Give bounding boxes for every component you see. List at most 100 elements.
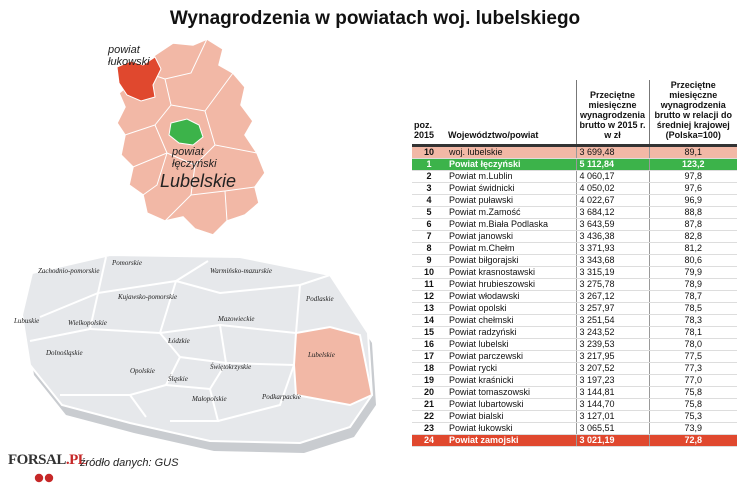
table-row: 15 Powiat radzyński 3 243,52 78,1 bbox=[412, 326, 737, 339]
cell-value: 3 267,12 bbox=[575, 290, 649, 303]
cell-name: Powiat m.Zamość bbox=[446, 206, 576, 219]
region-label-poland: Dolnośląskie bbox=[46, 349, 83, 357]
cell-value: 3 643,59 bbox=[575, 218, 649, 231]
cell-relative: 78,5 bbox=[648, 302, 737, 315]
cell-rank: 24 bbox=[412, 434, 446, 447]
table-row: 13 Powiat opolski 3 257,97 78,5 bbox=[412, 302, 737, 315]
table-row: 22 Powiat bialski 3 127,01 75,3 bbox=[412, 410, 737, 423]
cell-relative: 78,0 bbox=[648, 338, 737, 351]
table-row: 11 Powiat hrubieszowski 3 275,78 78,9 bbox=[412, 278, 737, 291]
table-row: 23 Powiat łukowski 3 065,51 73,9 bbox=[412, 422, 737, 435]
cell-rank: 13 bbox=[412, 302, 446, 315]
cell-value: 3 315,19 bbox=[575, 266, 649, 279]
cell-value: 3 239,53 bbox=[575, 338, 649, 351]
cell-value: 3 144,81 bbox=[575, 386, 649, 399]
table-row: 6 Powiat m.Biała Podlaska 3 643,59 87,8 bbox=[412, 218, 737, 231]
cell-relative: 123,2 bbox=[648, 158, 737, 171]
cell-name: Powiat m.Lublin bbox=[446, 170, 576, 183]
cell-relative: 80,6 bbox=[648, 254, 737, 267]
cell-value: 3 371,93 bbox=[575, 242, 649, 255]
table-row: 21 Powiat lubartowski 3 144,70 75,8 bbox=[412, 398, 737, 411]
cell-value: 3 065,51 bbox=[575, 422, 649, 435]
cell-name: Powiat m.Chełm bbox=[446, 242, 576, 255]
region-label-poland: Podlaskie bbox=[306, 295, 334, 303]
cell-name: Powiat lubartowski bbox=[446, 398, 576, 411]
wage-table: poz. 2015 Województwo/powiat Przeciętne … bbox=[412, 80, 737, 447]
cell-relative: 89,1 bbox=[648, 145, 737, 159]
cell-value: 3 251,54 bbox=[575, 314, 649, 327]
cell-rank: 21 bbox=[412, 398, 446, 411]
cell-rank: 20 bbox=[412, 386, 446, 399]
cell-value: 3 127,01 bbox=[575, 410, 649, 423]
cell-relative: 97,8 bbox=[648, 170, 737, 183]
cell-value: 4 022,67 bbox=[575, 194, 649, 207]
cell-value: 3 207,52 bbox=[575, 362, 649, 375]
table-row: 17 Powiat parczewski 3 217,95 77,5 bbox=[412, 350, 737, 363]
region-label-poland: Świętokrzyskie bbox=[210, 363, 252, 371]
cell-rank: 17 bbox=[412, 350, 446, 363]
cell-rank: 12 bbox=[412, 290, 446, 303]
region-label: Lubelskie bbox=[160, 171, 237, 191]
table-row: 19 Powiat kraśnicki 3 197,23 77,0 bbox=[412, 374, 737, 387]
cell-relative: 78,3 bbox=[648, 314, 737, 327]
cell-rank: 1 bbox=[412, 158, 446, 171]
region-label-poland: Lubuskie bbox=[14, 317, 40, 325]
lubelskie-highlight-shape bbox=[292, 325, 374, 407]
table-row: 2 Powiat m.Lublin 4 060,17 97,8 bbox=[412, 170, 737, 183]
region-label-poland: Lubelskie bbox=[308, 351, 335, 359]
callout-leczynski: powiat łęczyński bbox=[172, 146, 217, 170]
cell-name: Powiat hrubieszowski bbox=[446, 278, 576, 291]
cell-rank: 23 bbox=[412, 422, 446, 435]
lubelskie-map bbox=[95, 35, 295, 240]
callout-leczynski-line1: powiat bbox=[172, 146, 204, 158]
cell-name: Powiat tomaszowski bbox=[446, 386, 576, 399]
source-note: źródło danych: GUS bbox=[80, 457, 179, 469]
callout-lukowski-line2: łukowski bbox=[108, 56, 150, 68]
cell-value: 3 257,97 bbox=[575, 302, 649, 315]
cell-name: Powiat zamojski bbox=[446, 434, 576, 447]
region-label-poland: Śląskie bbox=[168, 375, 188, 383]
region-label-poland: Pomorskie bbox=[112, 259, 142, 267]
region-label-poland: Opolskie bbox=[130, 367, 155, 375]
region-label-poland: Wielkopolskie bbox=[68, 319, 107, 327]
region-label-poland: Mazowieckie bbox=[218, 315, 255, 323]
cell-rank: 10 bbox=[412, 145, 446, 159]
region-label-poland: Małopolskie bbox=[192, 395, 227, 403]
cell-value: 3 021,19 bbox=[575, 434, 649, 447]
table-row: 5 Powiat m.Zamość 3 684,12 88,8 bbox=[412, 206, 737, 219]
region-label-poland: Warmińsko-mazurskie bbox=[210, 267, 272, 275]
cell-relative: 73,9 bbox=[648, 422, 737, 435]
table-row: 9 Powiat biłgorajski 3 343,68 80,6 bbox=[412, 254, 737, 267]
cell-name: Powiat opolski bbox=[446, 302, 576, 315]
cell-rank: 2 bbox=[412, 170, 446, 183]
cell-relative: 78,7 bbox=[648, 290, 737, 303]
cell-relative: 72,8 bbox=[648, 434, 737, 447]
page-title: Wynagrodzenia w powiatach woj. lubelskie… bbox=[169, 8, 581, 29]
cell-value: 3 436,38 bbox=[575, 230, 649, 243]
cell-value: 3 144,70 bbox=[575, 398, 649, 411]
cell-relative: 97,6 bbox=[648, 182, 737, 195]
cell-value: 3 684,12 bbox=[575, 206, 649, 219]
cell-name: Powiat rycki bbox=[446, 362, 576, 375]
cell-value: 3 217,95 bbox=[575, 350, 649, 363]
region-label-poland: Łódzkie bbox=[168, 337, 190, 345]
cell-rank: 10 bbox=[412, 266, 446, 279]
cell-value: 4 060,17 bbox=[575, 170, 649, 183]
table-row: 14 Powiat chełmski 3 251,54 78,3 bbox=[412, 314, 737, 327]
cell-rank: 5 bbox=[412, 206, 446, 219]
cell-value: 3 275,78 bbox=[575, 278, 649, 291]
cell-rank: 7 bbox=[412, 230, 446, 243]
table-row: 16 Powiat lubelski 3 239,53 78,0 bbox=[412, 338, 737, 351]
cell-relative: 77,5 bbox=[648, 350, 737, 363]
logo-text: FORSAL bbox=[8, 452, 66, 468]
table-row: 24 Powiat zamojski 3 021,19 72,8 bbox=[412, 434, 737, 447]
cell-relative: 75,8 bbox=[648, 386, 737, 399]
cell-name: Powiat bialski bbox=[446, 410, 576, 423]
table-row: 10 Powiat krasnostawski 3 315,19 79,9 bbox=[412, 266, 737, 279]
cell-relative: 88,8 bbox=[648, 206, 737, 219]
cell-rank: 9 bbox=[412, 254, 446, 267]
table-row: 18 Powiat rycki 3 207,52 77,3 bbox=[412, 362, 737, 375]
cell-relative: 87,8 bbox=[648, 218, 737, 231]
cell-name: woj. lubelskie bbox=[446, 145, 576, 159]
callout-leczynski-line2: łęczyński bbox=[172, 158, 217, 170]
